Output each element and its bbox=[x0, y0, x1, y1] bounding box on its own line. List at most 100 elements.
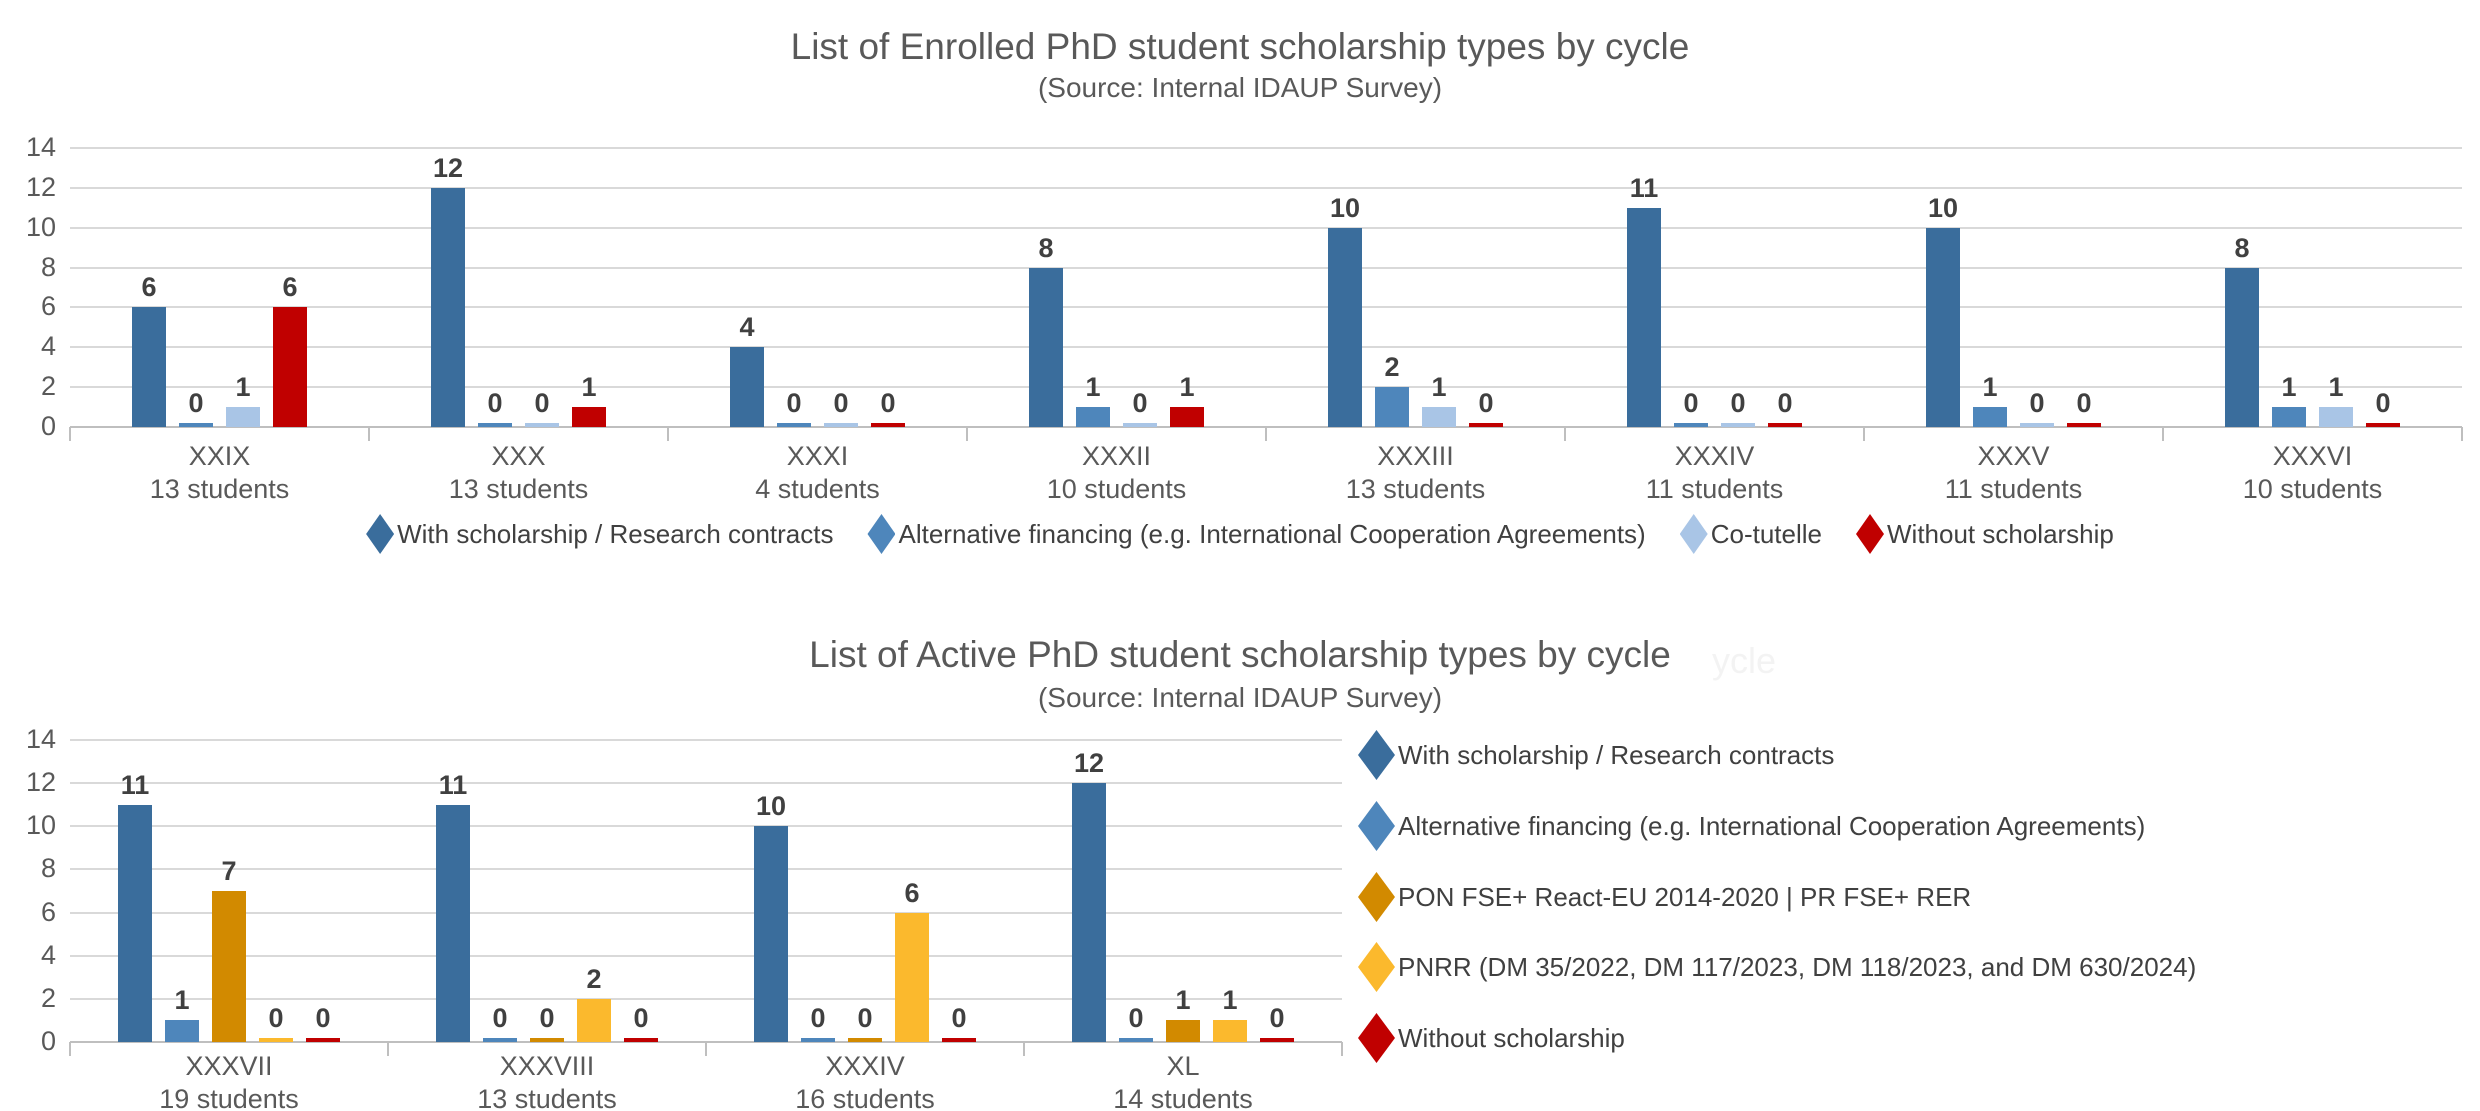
gridline bbox=[70, 186, 2462, 189]
bar-value-label: 0 bbox=[1128, 1003, 1144, 1033]
bar bbox=[1768, 423, 1802, 427]
legend-item: Alternative financing (e.g. Internationa… bbox=[867, 514, 1646, 554]
gridline bbox=[70, 782, 1342, 785]
legend-diamond-icon bbox=[1358, 942, 1395, 992]
gridline bbox=[70, 739, 1342, 741]
legend-label: Alternative financing (e.g. Internationa… bbox=[898, 518, 1646, 549]
bar-wrap: 11 bbox=[436, 740, 470, 1042]
bar bbox=[801, 1038, 835, 1042]
bar-value-label: 6 bbox=[904, 878, 920, 908]
bar-wrap: 1 bbox=[165, 740, 199, 1042]
bar-wrap: 0 bbox=[2366, 148, 2400, 427]
category-name: XXXVI bbox=[2272, 441, 2353, 471]
bar bbox=[431, 188, 465, 427]
category-label: XXXV 11 students bbox=[1864, 440, 2163, 506]
bar bbox=[436, 805, 470, 1042]
bar-value-label: 0 bbox=[2029, 388, 2045, 418]
bar-wrap: 7 bbox=[212, 740, 246, 1042]
bar bbox=[730, 347, 764, 427]
bar-wrap: 0 bbox=[179, 148, 213, 427]
bar-value-label: 0 bbox=[1730, 388, 1746, 418]
ghost-text: ycle bbox=[1712, 640, 1777, 681]
axis-tick bbox=[2162, 427, 2164, 441]
bar bbox=[2319, 407, 2353, 427]
category-label: XXXVI 10 students bbox=[2163, 440, 2462, 506]
bar-wrap: 2 bbox=[1375, 148, 1409, 427]
axis-tick bbox=[1863, 427, 1865, 441]
category-label: XXXI 4 students bbox=[668, 440, 967, 506]
bar bbox=[530, 1038, 564, 1042]
gridline bbox=[70, 386, 2462, 389]
bar-wrap: 1 bbox=[2319, 148, 2353, 427]
bar-group: 11 0 0 0 bbox=[1565, 148, 1864, 427]
category-label: XXIX 13 students bbox=[70, 440, 369, 506]
bar bbox=[1170, 407, 1204, 427]
bar-wrap: 6 bbox=[895, 740, 929, 1042]
category-student-count: 10 students bbox=[1046, 474, 1187, 504]
bar-value-label: 10 bbox=[1927, 193, 1959, 223]
bar bbox=[942, 1038, 976, 1042]
bar bbox=[2225, 268, 2259, 427]
bar-wrap: 0 bbox=[525, 148, 559, 427]
bar-value-label: 12 bbox=[432, 153, 464, 183]
bar-wrap: 0 bbox=[478, 148, 512, 427]
bar bbox=[179, 423, 213, 427]
bar-wrap: 12 bbox=[1072, 740, 1106, 1042]
bar bbox=[777, 423, 811, 427]
bar bbox=[1076, 407, 1110, 427]
bar-wrap: 0 bbox=[1260, 740, 1294, 1042]
bar-group: 6 0 1 6 bbox=[70, 148, 369, 427]
category-name: XXXIII bbox=[1377, 441, 1454, 471]
category-label: XXXIV 16 students bbox=[706, 1050, 1024, 1111]
bar-wrap: 0 bbox=[801, 740, 835, 1042]
bar bbox=[478, 423, 512, 427]
bar-wrap: 10 bbox=[1926, 148, 1960, 427]
bar-wrap: 1 bbox=[1076, 148, 1110, 427]
bar bbox=[273, 307, 307, 427]
bar-wrap: 0 bbox=[1469, 148, 1503, 427]
bar bbox=[259, 1038, 293, 1042]
bar-group: 10 0 0 6 0 bbox=[706, 740, 1024, 1042]
legend: With scholarship / Research contracts Alt… bbox=[0, 514, 2480, 554]
legend-item: Alternative financing (e.g. Internationa… bbox=[1358, 801, 2145, 851]
bar-value-label: 0 bbox=[857, 1003, 873, 1033]
bar bbox=[1029, 268, 1063, 427]
bar-value-label: 0 bbox=[833, 388, 849, 418]
legend-diamond-icon bbox=[1358, 1013, 1395, 1063]
bar-value-label: 12 bbox=[1073, 748, 1105, 778]
category-label: XXXVIII 13 students bbox=[388, 1050, 706, 1111]
bar-wrap: 0 bbox=[530, 740, 564, 1042]
legend-item: Without scholarship bbox=[1358, 1013, 1625, 1063]
bar-value-label: 0 bbox=[1478, 388, 1494, 418]
bar-group: 12 0 0 1 bbox=[369, 148, 668, 427]
axis-tick bbox=[368, 427, 370, 441]
bar bbox=[226, 407, 260, 427]
bar-value-label: 0 bbox=[810, 1003, 826, 1033]
bar bbox=[824, 423, 858, 427]
bar-value-label: 1 bbox=[1982, 372, 1998, 402]
gridline bbox=[70, 226, 2462, 229]
bar bbox=[212, 891, 246, 1042]
y-axis-label: 2 bbox=[40, 982, 56, 1013]
bar-value-label: 0 bbox=[487, 388, 503, 418]
bar-value-label: 10 bbox=[1329, 193, 1361, 223]
enrolled-chart-title: List of Enrolled PhD student scholarship… bbox=[790, 26, 1690, 67]
bar-value-label: 0 bbox=[1777, 388, 1793, 418]
bar bbox=[577, 999, 611, 1042]
category-label: XXXII 10 students bbox=[967, 440, 1266, 506]
bar bbox=[2020, 423, 2054, 427]
category-student-count: 10 students bbox=[2242, 474, 2383, 504]
bar-group: 11 1 7 0 0 bbox=[70, 740, 388, 1042]
bar-value-label: 10 bbox=[755, 791, 787, 821]
bar-wrap: 4 bbox=[730, 148, 764, 427]
bar bbox=[1469, 423, 1503, 427]
category-name: XL bbox=[1166, 1051, 1200, 1081]
y-axis-label: 4 bbox=[40, 939, 56, 970]
y-axis-label: 6 bbox=[40, 291, 56, 322]
bar-value-label: 0 bbox=[492, 1003, 508, 1033]
bar bbox=[754, 826, 788, 1042]
bar bbox=[118, 805, 152, 1042]
category-label: XL 14 students bbox=[1024, 1050, 1342, 1111]
bar-wrap: 0 bbox=[777, 148, 811, 427]
bar-wrap: 0 bbox=[1119, 740, 1153, 1042]
